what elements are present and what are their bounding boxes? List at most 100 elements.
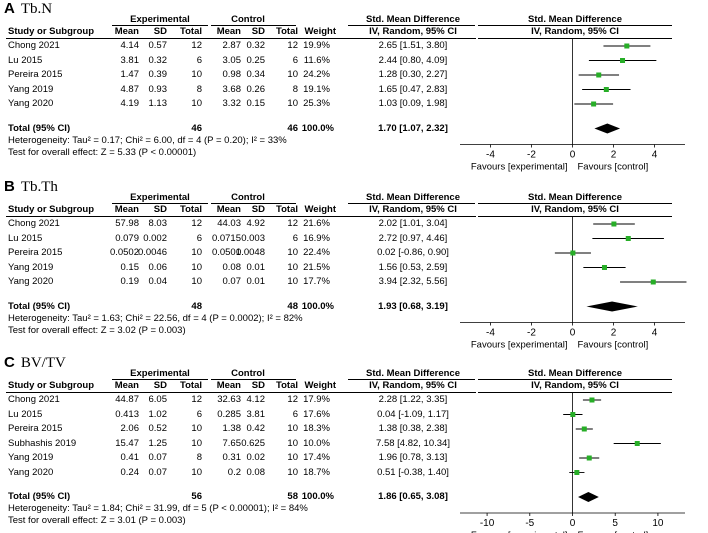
- ctl-total: 12: [287, 394, 298, 405]
- study-name: Chong 2021: [8, 218, 60, 229]
- ctl-total: 10: [287, 437, 298, 449]
- exp-mean: 1.47: [120, 69, 140, 80]
- x-tick-label: -2: [527, 150, 536, 161]
- x-tick-label: 0: [570, 328, 576, 339]
- weight-value: 22.4%: [303, 247, 330, 258]
- weight-value: 17.4%: [303, 452, 330, 463]
- study-point-estimate: [596, 72, 602, 78]
- ctl-sd: 4.92: [246, 218, 266, 229]
- total-weight: 100.0%: [301, 491, 334, 502]
- x-tick-label: -5: [525, 518, 534, 529]
- ctl-total: 10: [287, 466, 298, 478]
- study-point-estimate: [625, 236, 631, 241]
- ctl-mean-header: Mean: [216, 26, 241, 37]
- exp-total: 12: [191, 40, 202, 51]
- exp-mean-header: Mean: [114, 380, 139, 391]
- ctl-total: 6: [292, 408, 298, 420]
- exp-sd-header: SD: [153, 26, 167, 37]
- divider-line: [112, 25, 208, 26]
- ctl-total-n: 58: [287, 491, 298, 502]
- method-plot-header: IV, Random, 95% CI: [531, 26, 619, 37]
- ctl-sd: 4.12: [246, 394, 266, 405]
- total-ci-text: 1.93 [0.68, 3.19]: [378, 300, 448, 312]
- study-name: Yang 2020: [8, 276, 54, 287]
- x-tick-label: 2: [611, 328, 617, 339]
- favours-control-label: Favours [control]: [578, 530, 649, 533]
- method-plot-header: IV, Random, 95% CI: [531, 380, 619, 391]
- study-name: Chong 2021: [8, 394, 60, 405]
- exp-mean-header: Mean: [114, 204, 139, 215]
- study-point-estimate: [624, 43, 630, 49]
- exp-mean: 0.19: [120, 276, 140, 287]
- weight-header: Weight: [304, 380, 337, 391]
- ctl-total: 12: [287, 40, 298, 51]
- panel-label: A Tb.N: [4, 0, 52, 18]
- study-point-estimate: [591, 101, 597, 107]
- exp-mean: 57.98: [115, 218, 139, 229]
- ci-text: 1.96 [0.78, 3.13]: [378, 452, 448, 463]
- weight-value: 25.3%: [303, 98, 330, 109]
- total-weight: 100.0%: [301, 122, 334, 134]
- study-name: Lu 2015: [8, 232, 43, 244]
- exp-total: 12: [191, 218, 202, 229]
- smd-header: Std. Mean Difference: [366, 14, 460, 25]
- divider-line: [348, 379, 475, 380]
- study-name: Lu 2015: [8, 408, 43, 420]
- heterogeneity-text: Heterogeneity: Tau² = 0.17; Chi² = 6.00,…: [8, 134, 287, 146]
- exp-total-n: 56: [191, 491, 202, 502]
- ctl-total: 6: [292, 54, 298, 66]
- weight-header: Weight: [304, 26, 337, 37]
- study-name: Lu 2015: [8, 54, 43, 66]
- exp-sd-header: SD: [153, 380, 167, 391]
- panel-letter: C: [4, 354, 15, 371]
- smd-plot-header: Std. Mean Difference: [528, 14, 622, 25]
- exp-sd: 6.05: [148, 394, 168, 405]
- weight-value: 17.9%: [303, 394, 330, 405]
- study-name: Yang 2019: [8, 261, 54, 273]
- study-point-estimate: [603, 87, 609, 92]
- method-header: IV, Random, 95% CI: [369, 380, 457, 391]
- ctl-total-header: Total: [276, 26, 298, 37]
- ctl-sd: 0.0048: [235, 247, 265, 258]
- exp-sd: 0.07: [148, 466, 168, 478]
- weight-value: 17.6%: [303, 408, 330, 420]
- study-point-estimate: [634, 441, 640, 446]
- divider-line: [478, 203, 672, 204]
- exp-sd: 0.93: [148, 83, 168, 95]
- method-plot-header: IV, Random, 95% CI: [531, 204, 619, 215]
- exp-total-header: Total: [180, 380, 202, 391]
- study-point-estimate: [601, 265, 607, 270]
- ctl-total: 10: [287, 276, 298, 287]
- forest-panel-b: B Tb.Th Experimental Control Std. Mean Diffe…: [0, 178, 708, 354]
- ctl-sd: 0.42: [246, 423, 266, 434]
- ctl-sd: 0.003: [241, 232, 265, 244]
- ci-text: 1.38 [0.38, 2.38]: [378, 423, 448, 434]
- exp-sd: 0.52: [148, 423, 168, 434]
- weight-value: 17.7%: [303, 276, 330, 287]
- ctl-mean-header: Mean: [216, 204, 241, 215]
- ctl-mean-header: Mean: [216, 380, 241, 391]
- ctl-mean: 3.32: [222, 98, 242, 109]
- ctl-total: 10: [287, 452, 298, 463]
- x-tick-label: -4: [486, 328, 495, 339]
- ci-text: 2.02 [1.01, 3.04]: [378, 218, 448, 229]
- ctl-sd-header: SD: [251, 380, 265, 391]
- exp-mean: 4.19: [120, 98, 140, 109]
- exp-mean-header: Mean: [114, 26, 139, 37]
- ci-text: 7.58 [4.82, 10.34]: [376, 437, 450, 449]
- divider-line: [6, 216, 476, 217]
- exp-mean: 0.079: [115, 232, 139, 244]
- exp-total: 10: [191, 247, 202, 258]
- experimental-header: Experimental: [130, 368, 190, 379]
- panel-label: B Tb.Th: [4, 178, 58, 196]
- study-name: Subhashis 2019: [8, 437, 77, 449]
- exp-mean: 3.81: [120, 54, 140, 66]
- study-name: Pereira 2015: [8, 247, 63, 258]
- total-label: Total (95% CI): [8, 491, 71, 502]
- experimental-header: Experimental: [130, 192, 190, 203]
- exp-mean: 0.413: [115, 408, 139, 420]
- x-tick-label: 10: [652, 518, 664, 529]
- exp-total: 8: [196, 83, 202, 95]
- exp-total: 10: [191, 69, 202, 80]
- ci-text: 0.02 [-0.86, 0.90]: [377, 247, 449, 258]
